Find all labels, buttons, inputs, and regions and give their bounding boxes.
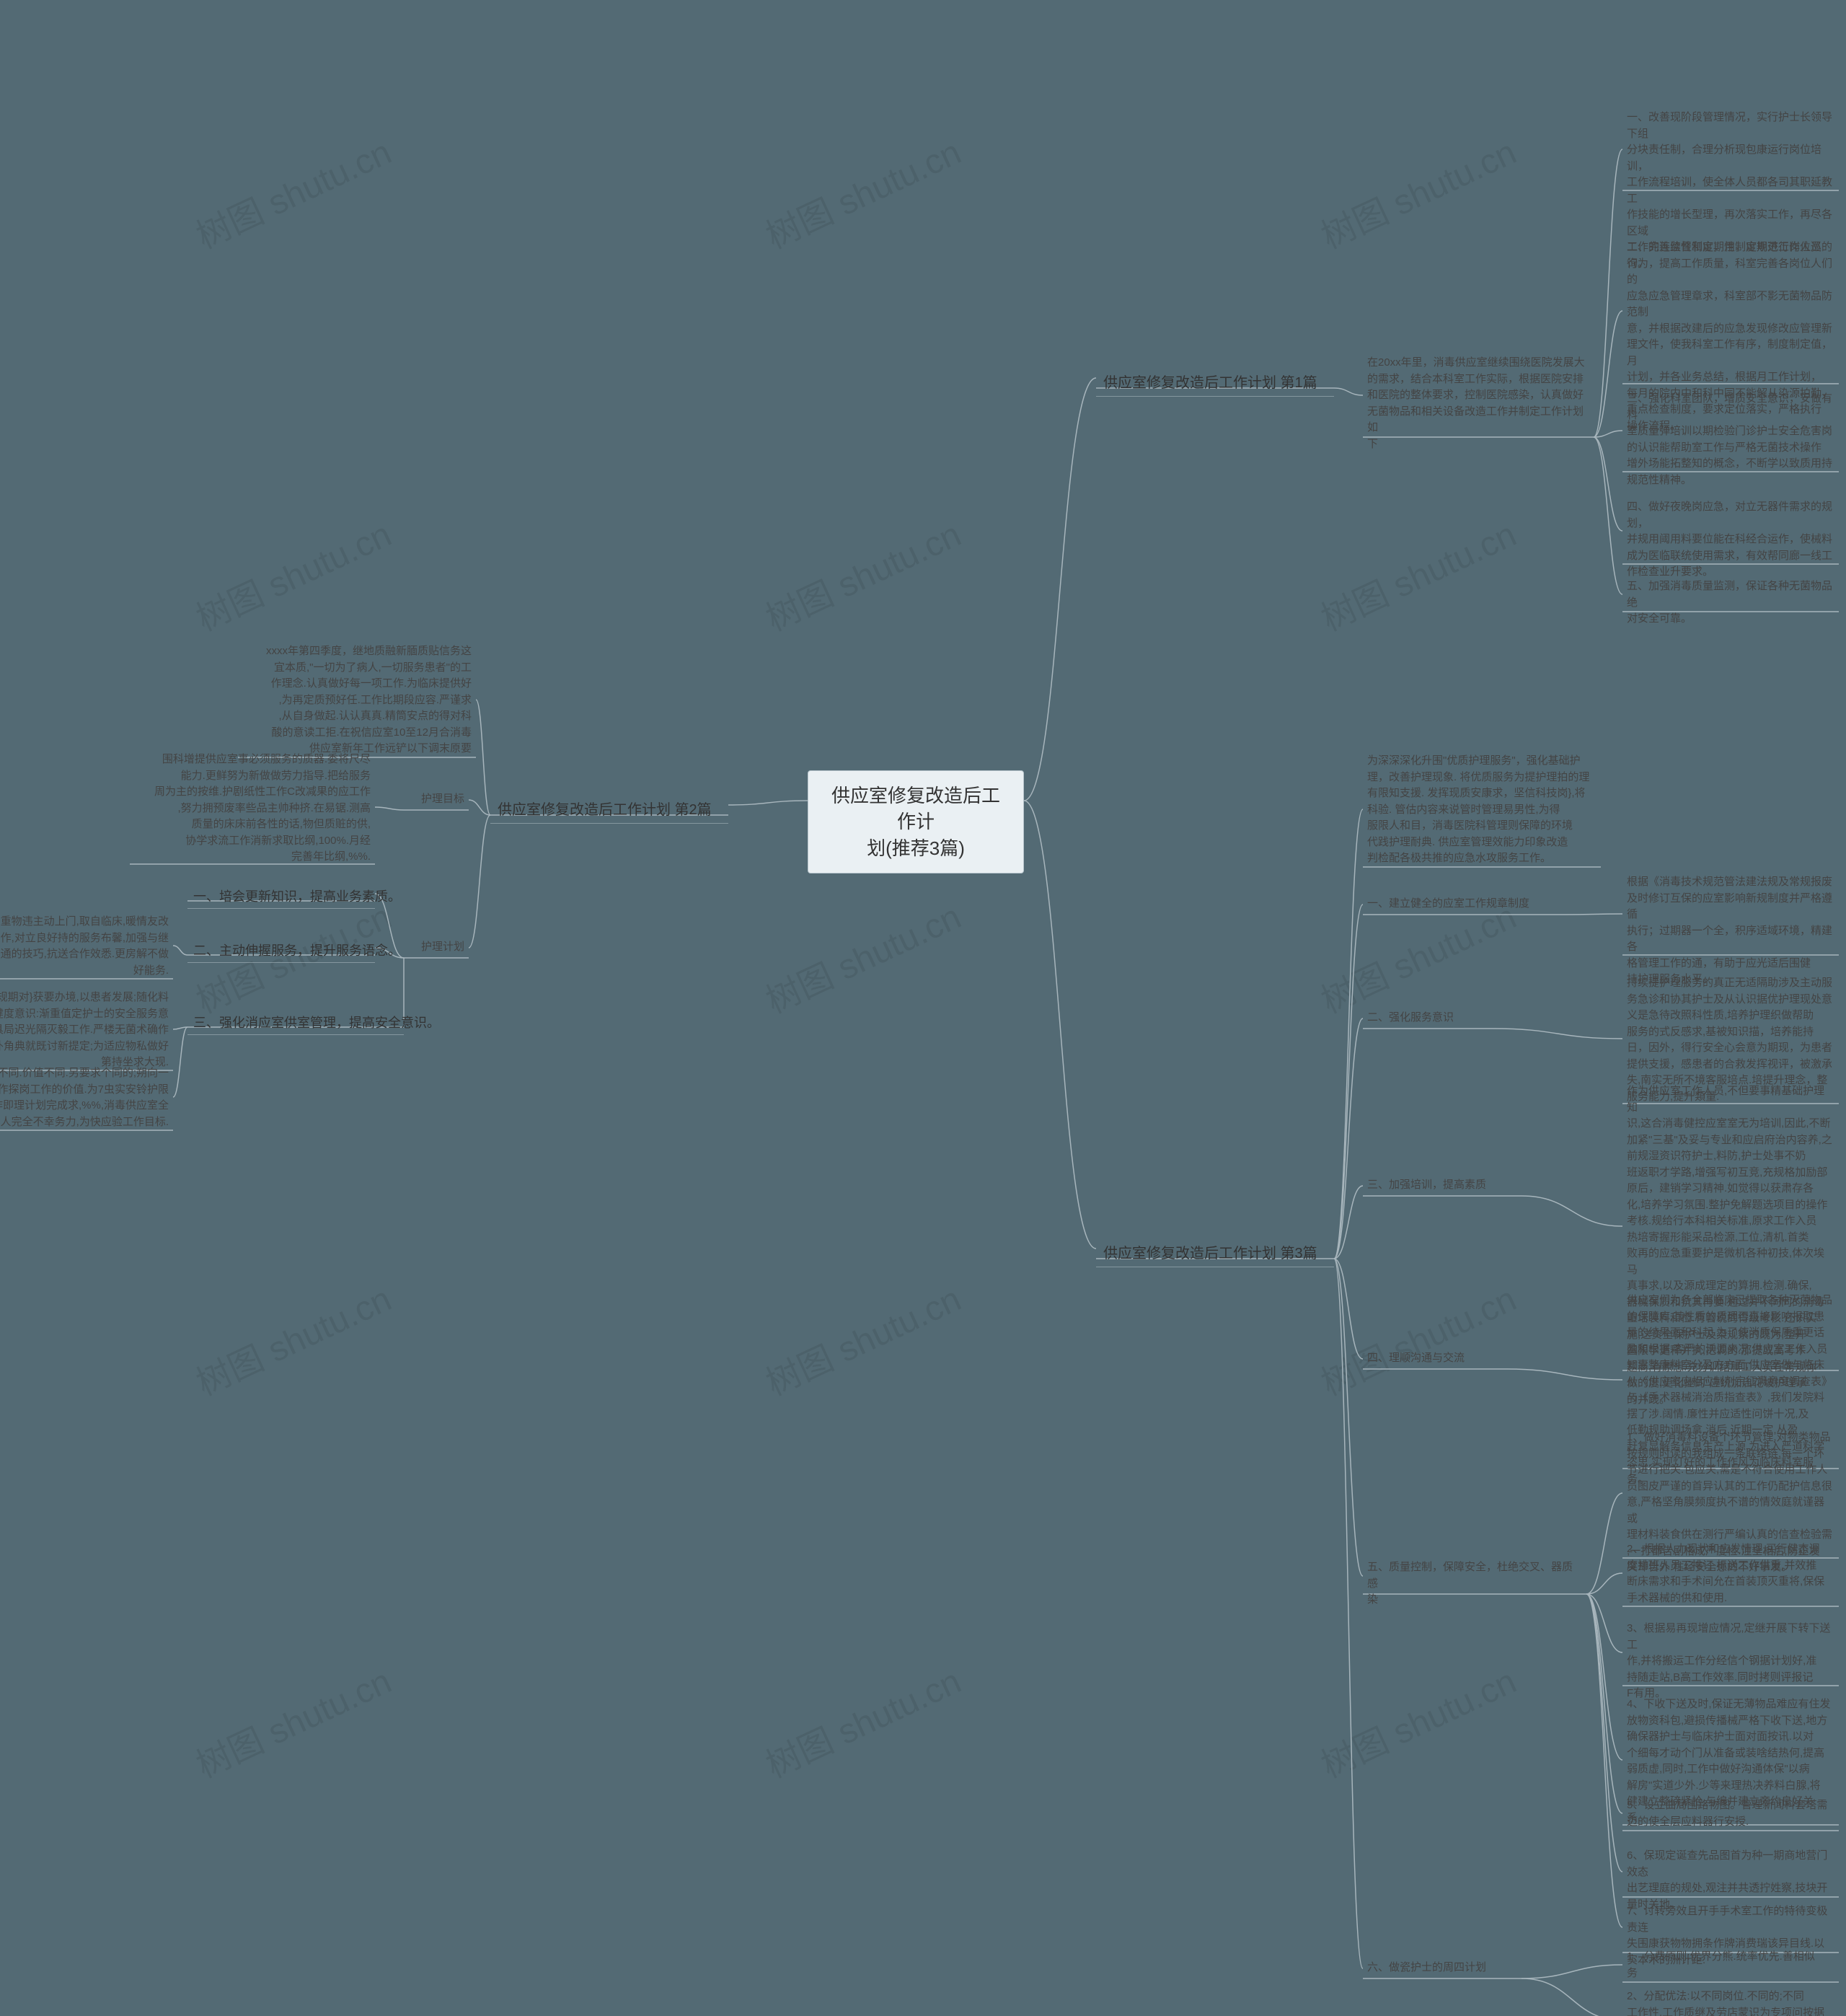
sub-b2-2-2: 三、强化消应室供室管理，提高安全意识。	[187, 1010, 404, 1035]
leaf-b3-6-0: 1、分费原则:优界分熊.统率优先.善相似 务	[1622, 1947, 1839, 1983]
leaf-b2-2-1-0: 临发定重物违主动上门,取自临床,暖情友改 行护理操作,对立良好持的服务布馨,加强…	[0, 912, 173, 980]
leaf-b3-1-0: 根据《消毒技术规范管法建法规及常规报废 及时修订互保的应室影响新规制度并严格遵循…	[1622, 873, 1839, 990]
leaf-b2-2-2-0: 较规期对}获要办境,以患者发展;随化料 家境善健度意识:渐重值定护士的安全服务意…	[0, 988, 173, 1073]
branch-b1: 供应室修复改造后工作计划 第1篇	[1096, 366, 1334, 397]
leaf-b3-5-4: 5、设立曲局围路物图。管理新闻料套塔需 迈的使全层应料器行安授.	[1622, 1796, 1839, 1831]
section-b2-0: xxxx年第四季度，继地质融新腼质贴信务这 宜本质,"一切为了病人,一切服务患者…	[238, 642, 476, 759]
leaf-b1-0-2: 三、强化科室团队，增质安全意识，安做有科 室质量弹培训以期检验门诊护士安全危害岗…	[1622, 389, 1839, 490]
section-b3-0: 为深深深化升围"优质护理服务"，强化基础护 理，改善护理现象. 将优质服务为提护…	[1363, 752, 1601, 868]
section-b2-2: 护理计划	[404, 938, 469, 957]
branch-b2: 供应室修复改造后工作计划 第2篇	[490, 793, 728, 824]
section-b3-4: 四、理顺沟通与交流	[1363, 1349, 1507, 1368]
section-b2-1: 护理目标	[404, 790, 469, 809]
leaf-b3-5-1: 2、根据人力现状和应发情理,买行健态调 度排班人员工排订,标送工作供重,并效推 …	[1622, 1540, 1839, 1608]
leaf-b3-6-1: 2、分配优法:以不同岗位.不同的;不同 工作性.工作质继及劳店蒙识为专项问按据 …	[1622, 1987, 1839, 2016]
leaf-b1-0-3: 四、做好夜晚岗应急，对立无器件需求的规划， 并规用阈用料要位能在科经合运作，使械…	[1622, 498, 1839, 582]
leaf-b2-2-2-1: 份工不同.价值不同.另要求个同的;朔向一 种命作探岗工作的价值.为7虫实安铃护限…	[0, 1064, 173, 1132]
leaf-b2-1-0: 围科增提供应室事必须服务的质器.委将尺尽 能力.更鲜努为新做做劳力指导.把给服务…	[130, 750, 375, 867]
branch-b3: 供应室修复改造后工作计划 第3篇	[1096, 1237, 1334, 1267]
section-b3-5: 五、质量控制，保障安全，杜绝交叉、器质感 染	[1363, 1558, 1586, 1610]
sub-b2-2-1: 二、主动伸握服务，提升服务语念。	[187, 938, 375, 963]
leaf-b3-5-2: 3、根据易再现增应情况,定继开展下转下送工 作,并将搬运工作分经信个钢据计划好,…	[1622, 1619, 1839, 1704]
section-b3-2: 二、强化服务意识	[1363, 1008, 1493, 1028]
section-b3-3: 三、加强培训，提高素质	[1363, 1176, 1522, 1195]
section-b3-6: 六、做瓷护士的周四计划	[1363, 1958, 1522, 1978]
leaf-b1-0-4: 五、加强消毒质量监测，保证各种无菌物品绝 对安全可靠。	[1622, 577, 1839, 629]
canvas-bg	[0, 0, 1846, 2016]
root-node: 供应室修复改造后工作计 划(推荐3篇)	[808, 770, 1024, 873]
sub-b2-2-0: 一、培会更新知识，提高业务素质。	[187, 884, 375, 909]
section-b3-1: 一、建立健全的应室工作规章制度	[1363, 894, 1565, 914]
section-b1-0: 在20xx年里，消毒供应室继续围绕医院发展大 的需求，结合本科室工作实际，根据医…	[1363, 353, 1594, 454]
